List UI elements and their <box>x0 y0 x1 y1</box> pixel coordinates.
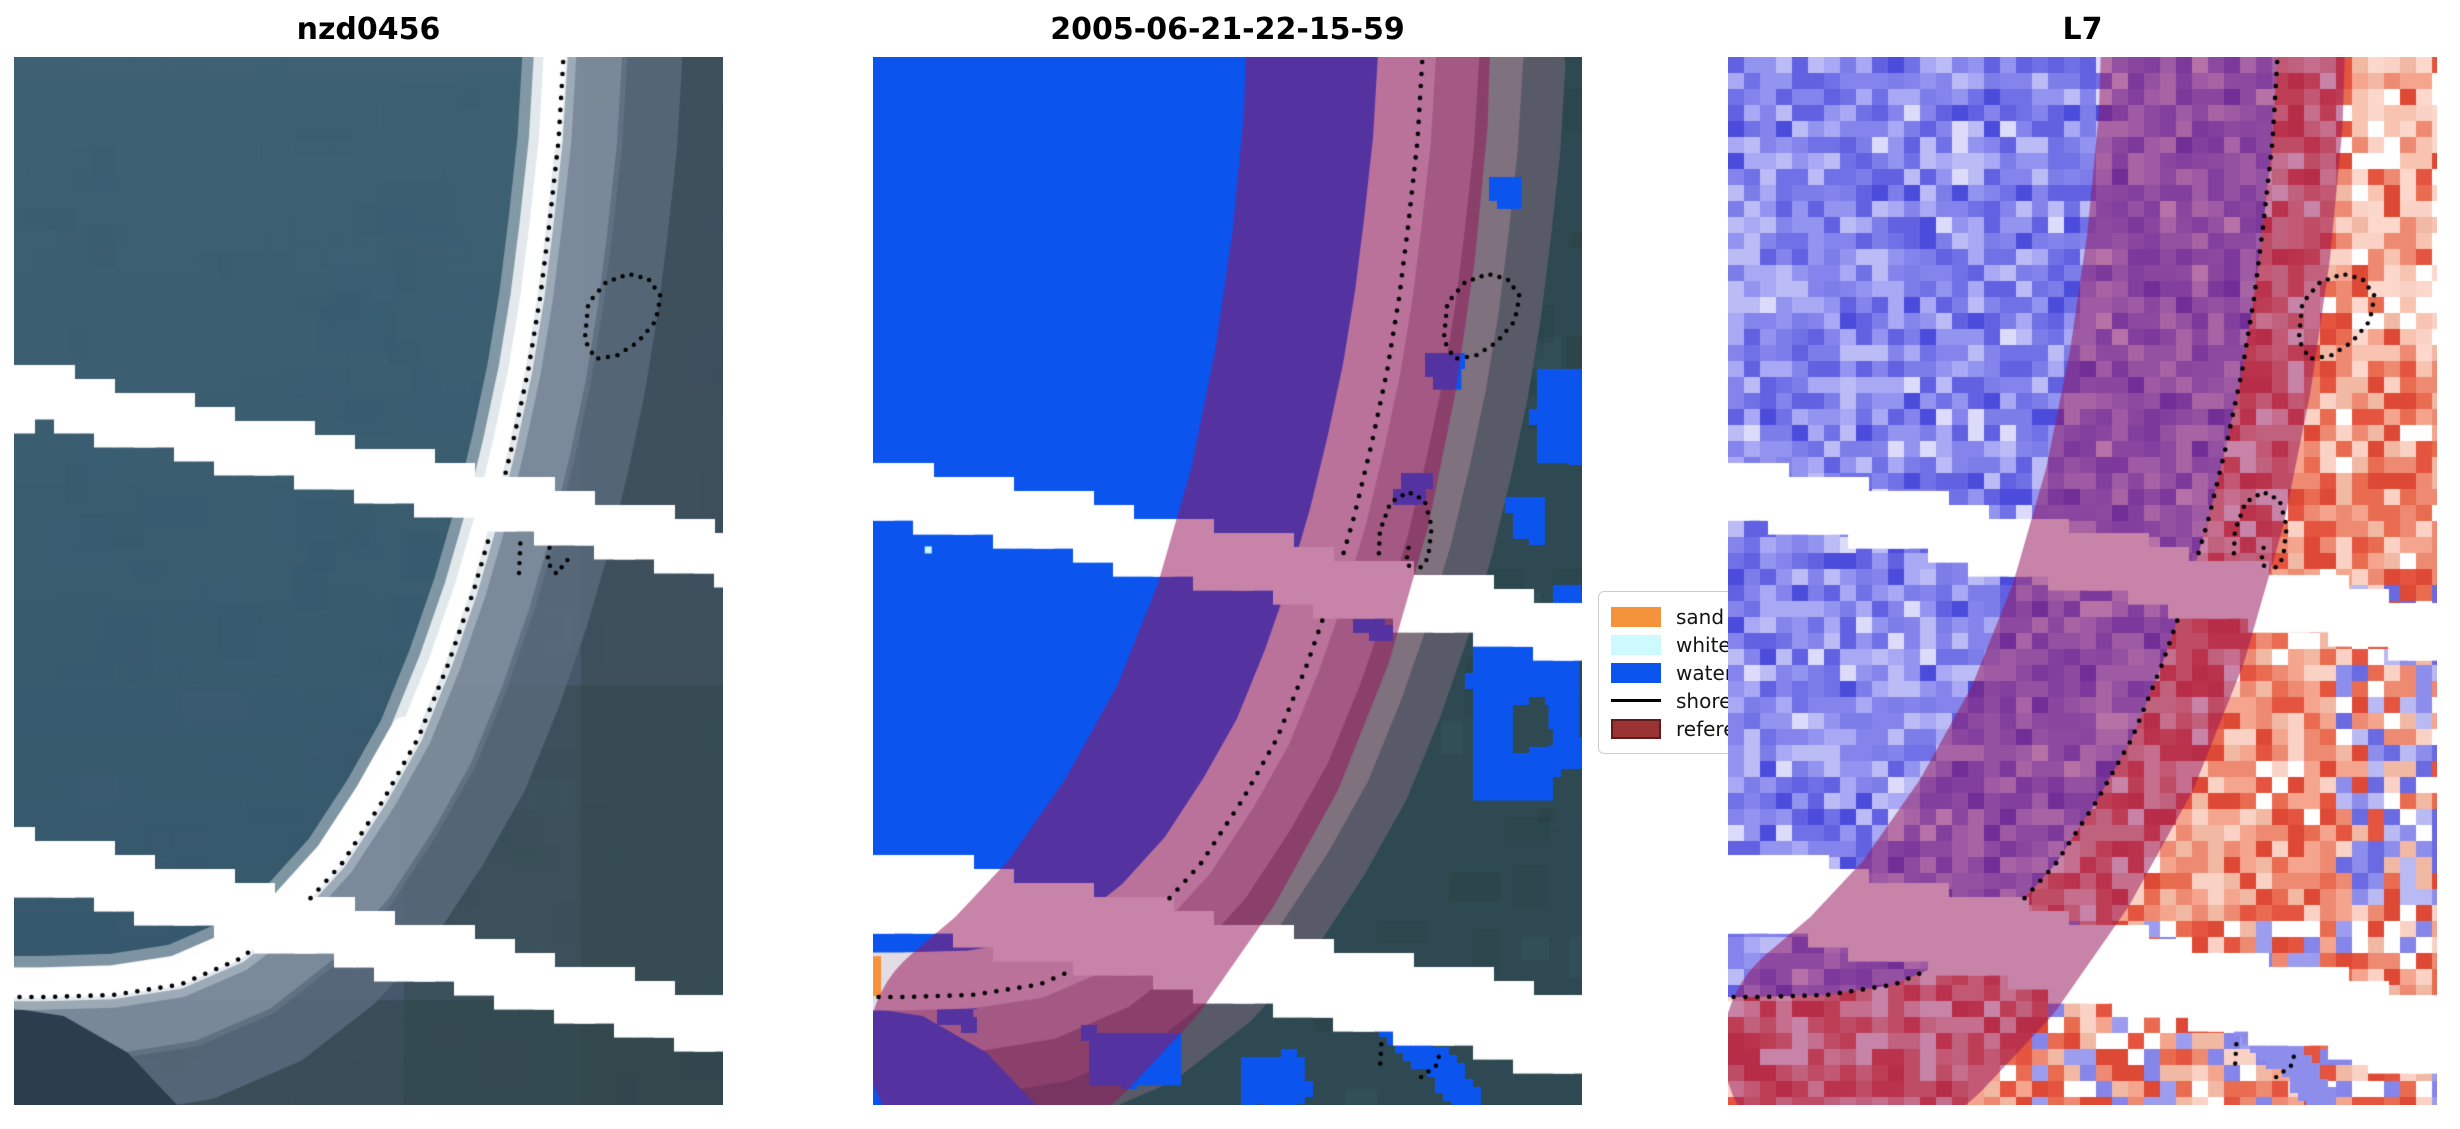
panel-title-index: L7 <box>2062 12 2103 47</box>
legend-item-sand: sand <box>1611 604 1869 629</box>
shoreline-line-swatch <box>1611 691 1661 711</box>
panel-title-rgb: nzd0456 <box>296 12 441 47</box>
legend-label: water <box>1676 660 1733 685</box>
panel-index <box>1728 57 2437 1105</box>
panel-rgb <box>14 57 723 1105</box>
reference-shoreline-swatch <box>1611 718 1661 739</box>
legend-item-water: water <box>1611 660 1869 685</box>
legend-label: sand <box>1676 604 1725 629</box>
water-swatch <box>1611 662 1661 683</box>
panel-rgb-image <box>14 57 723 1105</box>
whitewater-swatch <box>1611 634 1661 655</box>
sand-swatch <box>1611 606 1661 627</box>
panel-class-image <box>873 57 1582 1105</box>
panel-class <box>873 57 1582 1105</box>
panel-index-image <box>1728 57 2437 1105</box>
panel-title-class: 2005-06-21-22-15-59 <box>1050 12 1405 47</box>
